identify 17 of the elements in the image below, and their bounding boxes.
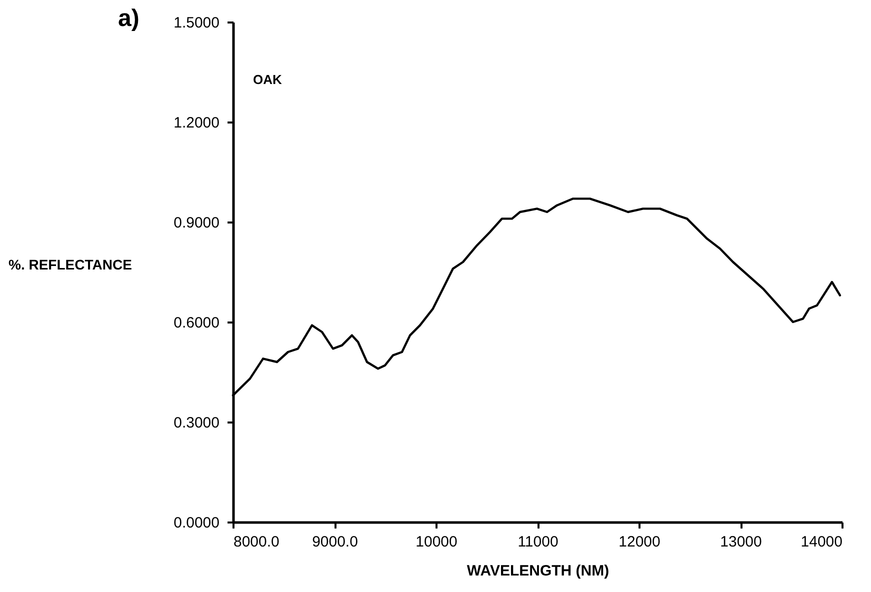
x-tick-label: 13000: [720, 534, 762, 550]
y-tick-label: 1.5000: [174, 14, 220, 32]
x-tick-label: 11000: [518, 534, 558, 550]
y-tick-label: 0.0000: [174, 514, 220, 532]
x-tick-label: 10000: [416, 534, 458, 550]
y-tick-label: 1.2000: [174, 114, 220, 132]
chart-title: a): [118, 5, 140, 32]
annotation: OAK: [253, 72, 282, 87]
x-tick-label: 8000.0: [234, 534, 280, 550]
y-tick-label: 0.6000: [174, 314, 220, 332]
x-axis-title: WAVELENGTH (NM): [466, 562, 610, 580]
x-tick-label: 9000.0: [312, 534, 358, 550]
y-axis-title: %. REFLECTANCE: [8, 256, 132, 272]
y-tick-label: 0.3000: [174, 414, 220, 432]
x-tick-label: 14000: [800, 534, 842, 550]
y-tick-label: 0.9000: [174, 214, 220, 232]
x-tick-label: 12000: [618, 534, 660, 550]
